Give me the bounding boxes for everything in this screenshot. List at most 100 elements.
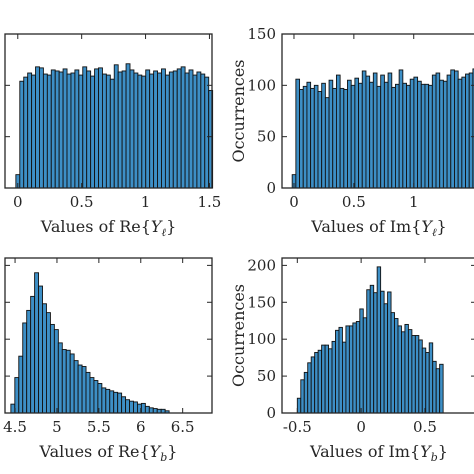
histogram-bar bbox=[42, 73, 48, 189]
x-axis-label: Values of Re{Yb} bbox=[39, 442, 178, 464]
histogram-bar bbox=[439, 363, 444, 414]
histogram-im-y-b: -0.5 0 0.5 0 50 100 150 200 Values of Im{Yb} Occu… bbox=[229, 256, 474, 464]
x-tick-label: 1.5 bbox=[198, 193, 222, 211]
histogram-bar bbox=[188, 69, 194, 189]
histogram-bar bbox=[307, 362, 312, 414]
histogram-bar bbox=[465, 73, 470, 189]
histogram-bar bbox=[354, 77, 360, 189]
histogram-bar bbox=[394, 318, 399, 414]
histogram-bar bbox=[446, 74, 452, 189]
histogram-bar bbox=[347, 79, 352, 189]
histogram-bar bbox=[161, 68, 166, 189]
histogram-bar bbox=[391, 86, 396, 189]
histogram-bar bbox=[369, 81, 374, 189]
histogram-bar bbox=[324, 97, 330, 189]
histogram-bar bbox=[180, 66, 186, 189]
histogram-bar bbox=[58, 71, 64, 189]
histogram-bar bbox=[129, 400, 134, 414]
histogram-bar bbox=[324, 344, 330, 414]
y-axis-label: Occurrences bbox=[229, 284, 248, 387]
x-tick-label: 0 bbox=[13, 193, 23, 211]
histogram-bar bbox=[184, 72, 190, 189]
histogram-bar bbox=[81, 366, 87, 414]
histogram-bar bbox=[317, 349, 323, 414]
histogram-bar bbox=[365, 75, 371, 189]
x-tick-label: 0 bbox=[356, 418, 366, 436]
x-axis-label: Values of Im{Yℓ} bbox=[310, 217, 446, 239]
y-tick-label: 150 bbox=[247, 293, 276, 311]
histogram-bar bbox=[380, 290, 385, 414]
histogram-bar bbox=[383, 81, 389, 189]
histogram-bar bbox=[35, 66, 40, 189]
histogram-bar bbox=[125, 63, 131, 189]
histogram-bar bbox=[117, 392, 123, 414]
histogram-bar bbox=[105, 74, 111, 189]
histogram-bar bbox=[192, 74, 198, 189]
histogram-bar bbox=[53, 329, 59, 414]
histogram-bar bbox=[152, 408, 158, 414]
y-tick-label: 100 bbox=[247, 330, 276, 348]
x-tick-label: 0.5 bbox=[70, 193, 94, 211]
histogram-bar bbox=[331, 340, 336, 414]
histogram-bar bbox=[46, 312, 51, 414]
histogram-bar bbox=[18, 355, 24, 414]
histogram-bar bbox=[49, 323, 55, 414]
histogram-bar bbox=[328, 348, 333, 414]
axes-frame bbox=[4, 33, 213, 189]
histogram-bar bbox=[413, 76, 419, 189]
histogram-bar bbox=[395, 83, 400, 189]
histogram-bar bbox=[196, 71, 202, 189]
histogram-bar bbox=[121, 70, 127, 189]
histogram-bar bbox=[117, 71, 123, 189]
histogram-bar bbox=[435, 368, 441, 414]
histogram-bar bbox=[200, 73, 206, 189]
y-tick-label: 100 bbox=[247, 76, 276, 94]
histogram-bar bbox=[86, 70, 92, 189]
histogram-bar bbox=[472, 68, 474, 189]
axes-frame bbox=[281, 33, 474, 189]
histogram-bar bbox=[376, 85, 382, 189]
histogram-bar bbox=[66, 73, 72, 189]
histogram-bar bbox=[310, 356, 316, 414]
histogram-bar bbox=[82, 66, 88, 189]
histogram-bar bbox=[62, 68, 68, 189]
histogram-bar bbox=[402, 82, 407, 189]
histogram-bar bbox=[168, 71, 174, 189]
histogram-bar bbox=[105, 388, 111, 414]
histogram-bar bbox=[321, 344, 326, 414]
histogram-bar bbox=[317, 91, 323, 189]
histogram-bar bbox=[101, 387, 107, 414]
y-tick-label: 50 bbox=[257, 128, 276, 146]
histogram-bar bbox=[113, 391, 119, 414]
histogram-bar bbox=[411, 335, 416, 414]
histogram-bar bbox=[432, 360, 437, 414]
histogram-bar bbox=[295, 78, 301, 189]
histogram-bar bbox=[172, 70, 178, 189]
histogram-bar bbox=[387, 291, 392, 414]
y-axis-label: Occurrences bbox=[229, 59, 248, 162]
histogram-bar bbox=[113, 64, 119, 189]
histogram-bar bbox=[454, 70, 459, 189]
y-tick-label: 150 bbox=[247, 25, 276, 43]
histogram-bar bbox=[149, 73, 155, 189]
histogram-bar bbox=[57, 342, 63, 414]
x-tick-label: 6.5 bbox=[171, 418, 195, 436]
histogram-bar bbox=[338, 326, 343, 414]
histogram-bar bbox=[46, 74, 52, 189]
histogram-bar bbox=[418, 339, 423, 414]
histogram-bar bbox=[425, 352, 430, 414]
histogram-bar bbox=[355, 321, 361, 414]
histogram-bar bbox=[348, 325, 354, 414]
histogram-bar bbox=[332, 87, 337, 189]
x-tick-label: -0.5 bbox=[283, 418, 312, 436]
y-tick-label: 0 bbox=[266, 404, 276, 422]
histogram-bar bbox=[89, 377, 95, 414]
histogram-bar bbox=[23, 76, 29, 189]
histogram-bar bbox=[369, 284, 375, 414]
histogram-bar bbox=[314, 352, 319, 414]
histogram-bar bbox=[30, 295, 36, 414]
histogram-bar bbox=[70, 72, 76, 189]
histogram-bar bbox=[93, 380, 99, 414]
histogram-im-y-ell: 0 0.5 1 0 50 100 150 Values of Im{Yℓ} Occurrence… bbox=[229, 25, 474, 239]
histogram-bar bbox=[420, 83, 426, 189]
